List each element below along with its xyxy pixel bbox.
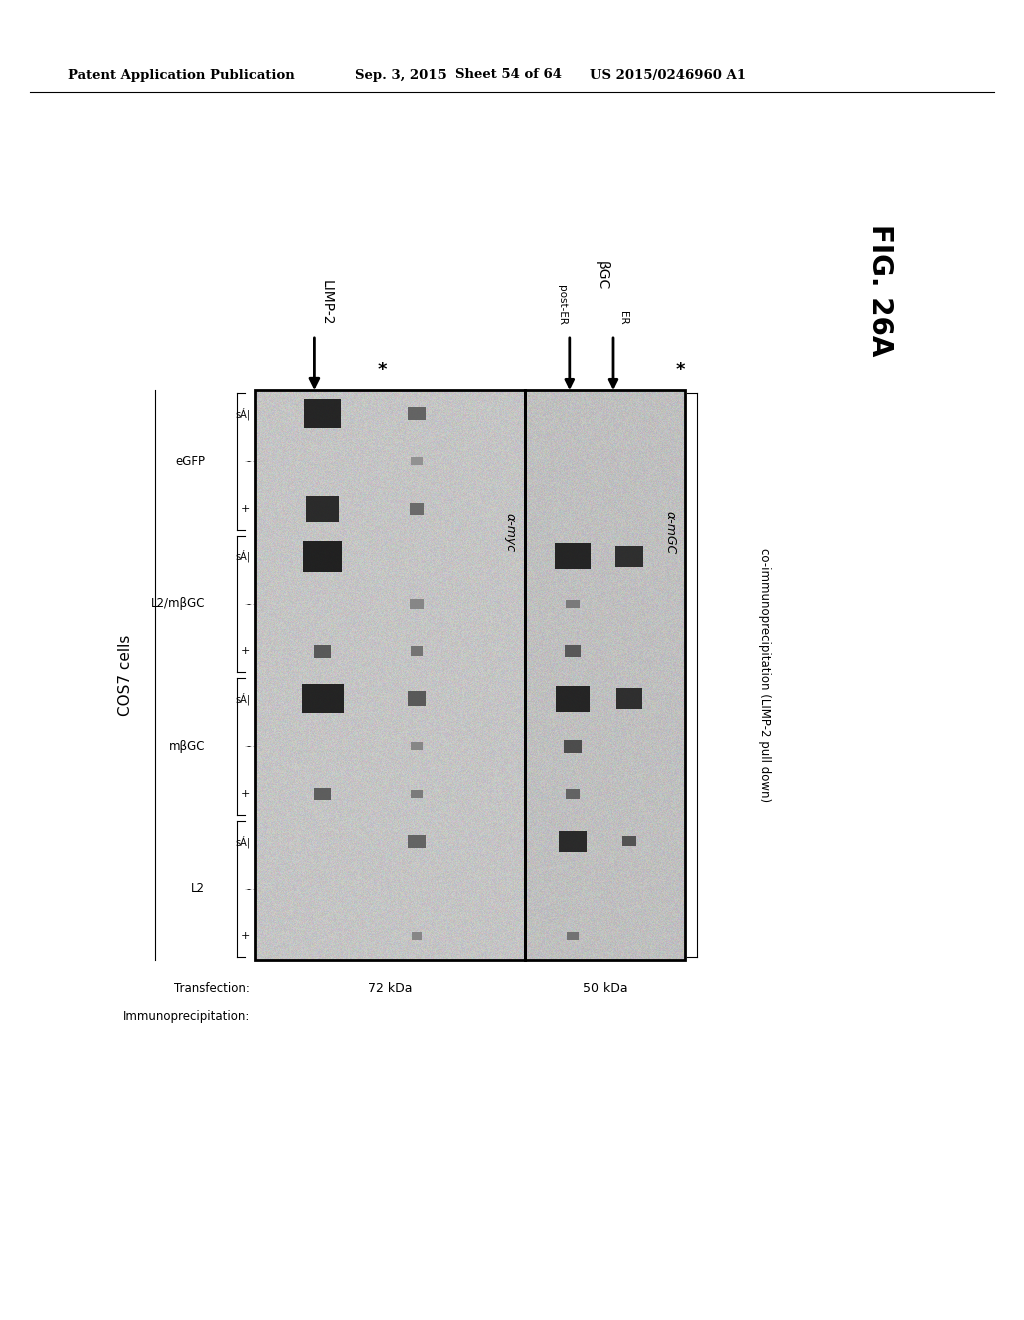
Text: LIMP-2: LIMP-2 bbox=[319, 280, 334, 325]
Bar bbox=[615, 545, 643, 566]
Text: 72 kDa: 72 kDa bbox=[368, 982, 413, 995]
Bar bbox=[555, 544, 591, 569]
Text: COS7 cells: COS7 cells bbox=[118, 635, 132, 715]
Text: sÁ|: sÁ| bbox=[234, 693, 250, 705]
Text: +: + bbox=[241, 647, 250, 656]
Text: *: * bbox=[675, 360, 685, 379]
Bar bbox=[411, 647, 423, 656]
Text: L2/mβGC: L2/mβGC bbox=[151, 597, 205, 610]
Bar bbox=[410, 599, 424, 609]
Bar bbox=[411, 789, 423, 797]
Text: α-mGC: α-mGC bbox=[664, 511, 677, 554]
Bar bbox=[303, 541, 342, 572]
Bar bbox=[525, 389, 685, 960]
Bar bbox=[408, 407, 426, 420]
Bar bbox=[565, 645, 581, 657]
Text: -: - bbox=[246, 884, 250, 894]
Text: βGC: βGC bbox=[594, 261, 608, 290]
Text: FIG. 26A: FIG. 26A bbox=[866, 224, 894, 356]
Text: Transfection:: Transfection: bbox=[174, 982, 250, 995]
Bar bbox=[301, 684, 343, 713]
Text: 50 kDa: 50 kDa bbox=[583, 982, 628, 995]
Text: -: - bbox=[246, 457, 250, 466]
Text: +: + bbox=[241, 931, 250, 941]
Text: Sep. 3, 2015: Sep. 3, 2015 bbox=[355, 69, 446, 82]
Text: Immunoprecipitation:: Immunoprecipitation: bbox=[123, 1010, 250, 1023]
Bar bbox=[616, 688, 642, 709]
Bar bbox=[314, 644, 331, 657]
Bar bbox=[411, 742, 423, 750]
Text: *: * bbox=[377, 360, 387, 379]
Bar bbox=[556, 685, 590, 711]
Bar bbox=[564, 739, 582, 752]
Text: +: + bbox=[241, 504, 250, 513]
Bar bbox=[306, 496, 339, 521]
Text: Sheet 54 of 64: Sheet 54 of 64 bbox=[455, 69, 562, 82]
Text: Patent Application Publication: Patent Application Publication bbox=[68, 69, 295, 82]
Text: eGFP: eGFP bbox=[175, 455, 205, 467]
Bar bbox=[408, 692, 426, 706]
Bar bbox=[559, 830, 587, 851]
Bar bbox=[566, 932, 580, 940]
Bar bbox=[412, 932, 423, 940]
Text: sÁ|: sÁ| bbox=[234, 836, 250, 847]
Bar bbox=[255, 389, 525, 960]
Bar bbox=[304, 400, 341, 428]
Text: mβGC: mβGC bbox=[169, 739, 205, 752]
Bar bbox=[622, 837, 636, 846]
Bar bbox=[314, 788, 331, 800]
Text: α-myc: α-myc bbox=[504, 513, 517, 552]
Text: L2: L2 bbox=[191, 882, 205, 895]
Text: -: - bbox=[246, 599, 250, 609]
Text: ER: ER bbox=[618, 312, 628, 325]
Text: US 2015/0246960 A1: US 2015/0246960 A1 bbox=[590, 69, 746, 82]
Bar bbox=[566, 789, 581, 799]
Text: +: + bbox=[241, 789, 250, 799]
Text: post-ER: post-ER bbox=[557, 285, 567, 325]
Bar bbox=[408, 834, 426, 847]
Text: sÁ|: sÁ| bbox=[234, 550, 250, 562]
Text: sÁ|: sÁ| bbox=[234, 408, 250, 420]
Bar bbox=[411, 457, 423, 466]
Text: co-immunoprecipitation (LIMP-2 pull down): co-immunoprecipitation (LIMP-2 pull down… bbox=[759, 548, 771, 803]
Text: -: - bbox=[246, 742, 250, 751]
Bar bbox=[566, 599, 581, 609]
Bar bbox=[410, 503, 424, 515]
